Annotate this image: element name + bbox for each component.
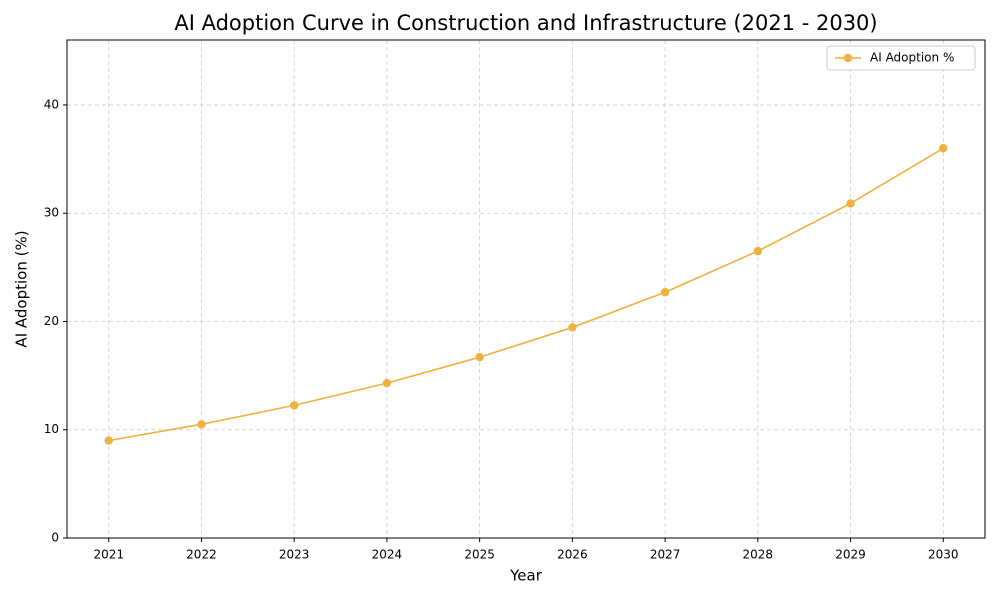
x-tick-label: 2030	[928, 548, 959, 562]
x-tick-label: 2027	[650, 548, 681, 562]
data-point	[846, 199, 855, 208]
data-point	[753, 246, 763, 256]
plot-frame	[66, 39, 986, 539]
x-tick-label: 2028	[743, 548, 774, 562]
x-tick-label: 2021	[93, 548, 124, 562]
data-point	[939, 144, 948, 153]
y-axis-label: AI Adoption (%)	[13, 230, 31, 347]
y-tick-label: 10	[44, 422, 59, 436]
legend: AI Adoption %	[826, 45, 976, 71]
x-axis-label: Year	[509, 567, 543, 585]
y-tick-label: 30	[44, 206, 59, 220]
data-point	[104, 436, 113, 445]
data-point	[660, 288, 670, 297]
x-tick-label: 2029	[835, 548, 866, 562]
data-point	[289, 401, 299, 410]
data-point	[197, 420, 206, 429]
x-tick-label: 2026	[557, 548, 588, 562]
legend-marker	[843, 53, 853, 63]
y-tick-label: 40	[44, 97, 59, 111]
x-tick-label: 2024	[372, 548, 403, 562]
x-tick-label: 2023	[279, 548, 310, 562]
x-tick-label: 2025	[464, 548, 495, 562]
y-tick-label: 0	[51, 531, 59, 545]
y-tick-label: 20	[44, 314, 59, 328]
legend-box	[826, 45, 976, 71]
x-tick-label: 2022	[186, 548, 217, 562]
data-point	[382, 378, 392, 388]
data-point	[568, 323, 577, 332]
legend-label: AI Adoption %	[870, 51, 954, 65]
data-point	[475, 353, 484, 362]
chart-title: AI Adoption Curve in Construction and In…	[174, 11, 877, 35]
data-line	[108, 147, 944, 442]
